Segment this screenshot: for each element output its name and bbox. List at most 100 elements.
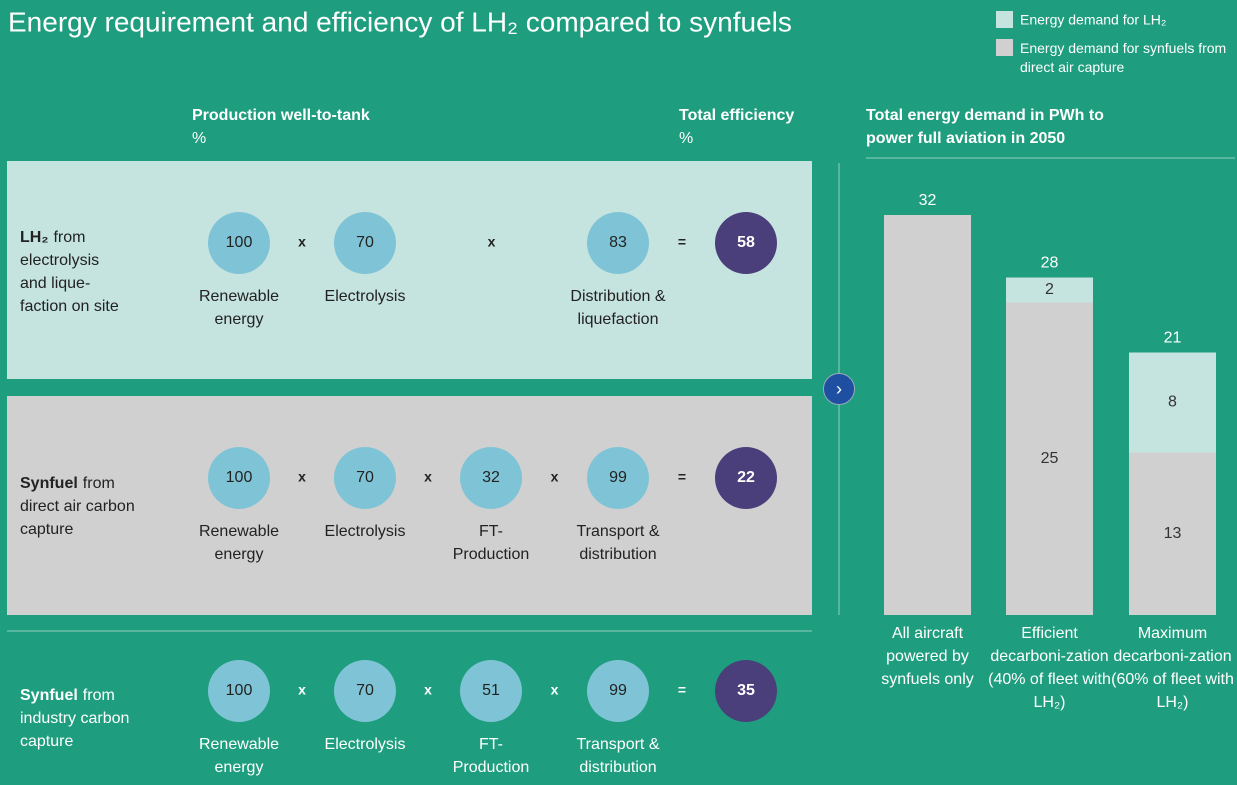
step-value: 51: [482, 682, 500, 699]
step-label: distribution: [579, 546, 656, 563]
step-value: 32: [482, 469, 500, 486]
result-circle: [715, 447, 777, 509]
step-label: Electrolysis: [325, 288, 406, 305]
segment-label: 8: [1168, 394, 1177, 411]
total-label: 28: [1041, 255, 1059, 272]
step-value: 70: [356, 234, 374, 251]
bar-segment: [1129, 352, 1216, 453]
step-circle: [334, 212, 396, 274]
step-label: energy: [215, 546, 264, 563]
bar-segment: [884, 215, 971, 615]
operator: x: [298, 682, 306, 698]
segment-label: 25: [1041, 450, 1059, 467]
step-value: 99: [609, 469, 627, 486]
result-value: 58: [737, 234, 755, 251]
legend-label: Energy demand for LH₂: [1020, 12, 1166, 28]
step-label: distribution: [579, 759, 656, 776]
row-name: LH₂: [20, 229, 48, 246]
operator: x: [551, 469, 559, 485]
step-value: 100: [226, 469, 253, 486]
row-text: and lique-: [20, 275, 90, 292]
step-circle: [334, 660, 396, 722]
step-circle: [460, 447, 522, 509]
step-circle: [208, 660, 270, 722]
step-label: Transport &: [577, 523, 660, 540]
row-text: from: [83, 687, 115, 704]
next-button[interactable]: ›: [823, 373, 855, 405]
step-value: 100: [226, 682, 253, 699]
row-text: capture: [20, 521, 73, 538]
legend-swatch: [996, 39, 1013, 56]
segment-label: 2: [1045, 281, 1054, 298]
step-label: Renewable: [199, 523, 279, 540]
step-label: Distribution &: [570, 288, 665, 305]
operator: x: [551, 682, 559, 698]
step-label: FT-: [479, 736, 503, 753]
step-circle: [587, 212, 649, 274]
x-tick-label: All aircraft powered by synfuels only: [881, 625, 974, 688]
step-value: 70: [356, 682, 374, 699]
step-label: Renewable: [199, 288, 279, 305]
total-label: 32: [919, 192, 937, 209]
row-bg: [7, 396, 812, 615]
operator: x: [424, 469, 432, 485]
row-text: faction on site: [20, 298, 119, 315]
step-value: 99: [609, 682, 627, 699]
step-circle: [334, 447, 396, 509]
step-circle: [208, 447, 270, 509]
step-label: Production: [453, 759, 530, 776]
step-circle: [587, 660, 649, 722]
row-text: industry carbon: [20, 710, 129, 727]
step-value: 83: [609, 234, 627, 251]
row-text: from: [83, 475, 115, 492]
bar-segment: [1006, 302, 1093, 615]
x-tick-label: Efficient decarboni-zation (40% of fleet…: [988, 625, 1111, 711]
header: Total efficiency: [679, 107, 794, 124]
step-label: Transport &: [577, 736, 660, 753]
operator: x: [424, 682, 432, 698]
chart-title: power full aviation in 2050: [866, 130, 1065, 147]
legend-label: Energy demand for synfuels from direct a…: [1020, 40, 1227, 75]
header: Production well-to-tank: [192, 107, 370, 124]
step-label: energy: [215, 311, 264, 328]
step-label: Renewable: [199, 736, 279, 753]
step-label: FT-: [479, 523, 503, 540]
step-label: liquefaction: [578, 311, 659, 328]
result-value: 35: [737, 682, 755, 699]
row-bg: [7, 161, 812, 379]
step-label: Production: [453, 546, 530, 563]
operator: =: [678, 682, 686, 698]
header-unit: %: [679, 130, 693, 147]
step-label: energy: [215, 759, 264, 776]
row-text: electrolysis: [20, 252, 99, 269]
row-name: Synfuel: [20, 687, 78, 704]
result-circle: [715, 660, 777, 722]
legend-swatch: [996, 11, 1013, 28]
step-circle: [460, 660, 522, 722]
step-label: Electrolysis: [325, 523, 406, 540]
chart-title: Total energy demand in PWh to: [866, 107, 1104, 124]
step-label: Electrolysis: [325, 736, 406, 753]
step-circle: [587, 447, 649, 509]
operator: =: [678, 469, 686, 485]
step-circle: [208, 212, 270, 274]
row-text: capture: [20, 733, 73, 750]
operator: x: [488, 234, 496, 250]
row-name: Synfuel: [20, 475, 78, 492]
segment-label: 13: [1164, 525, 1182, 542]
row-text: direct air carbon: [20, 498, 135, 515]
row-label: Synfuel from: [20, 687, 115, 704]
result-circle: [715, 212, 777, 274]
row-label: LH₂ from: [20, 229, 85, 246]
x-tick-label: Maximum decarboni-zation (60% of fleet w…: [1111, 625, 1234, 711]
header-unit: %: [192, 130, 206, 147]
total-label: 21: [1164, 330, 1182, 347]
bar-segment: [1006, 277, 1093, 303]
bar-segment: [1129, 452, 1216, 615]
result-value: 22: [737, 469, 755, 486]
operator: x: [298, 234, 306, 250]
operator: x: [298, 469, 306, 485]
step-value: 70: [356, 469, 374, 486]
